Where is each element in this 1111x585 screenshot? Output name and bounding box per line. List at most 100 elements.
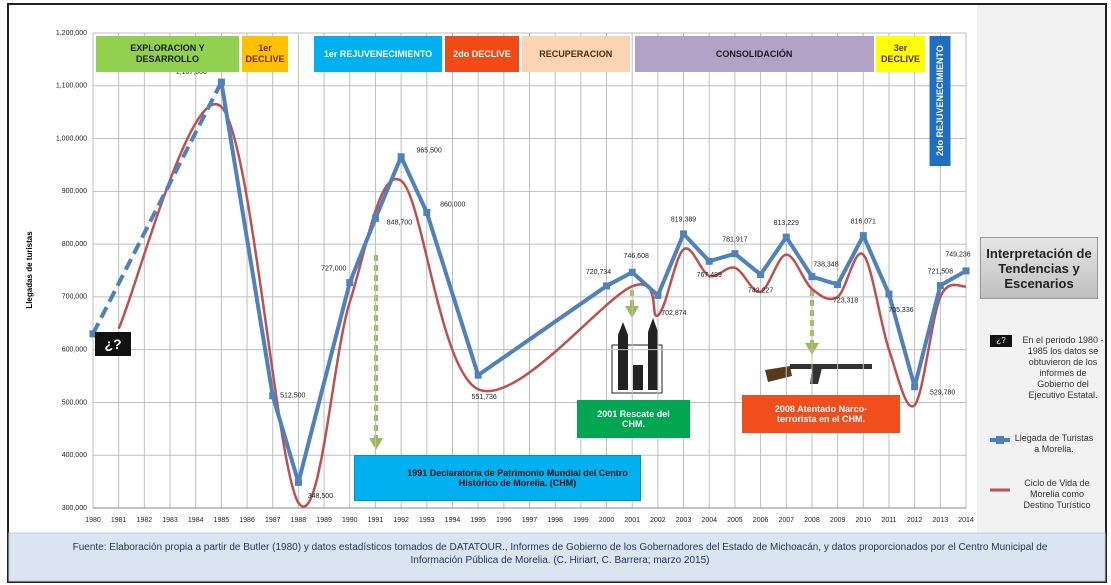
point [423, 209, 430, 216]
point [885, 291, 892, 298]
y-tick-label: 1,000,000 [56, 135, 87, 142]
x-tick-label: 2002 [650, 517, 666, 524]
point [808, 273, 815, 280]
x-tick-label: 1994 [445, 517, 461, 524]
x-tick-label: 1989 [316, 517, 332, 524]
point [731, 250, 738, 257]
x-tick-label: 1992 [393, 517, 409, 524]
value-label: 551,736 [471, 394, 496, 401]
point [346, 279, 353, 286]
value-label: 746,608 [624, 253, 649, 260]
x-tick-label: 2008 [804, 517, 820, 524]
point [834, 281, 841, 288]
x-tick-label: 1993 [419, 517, 435, 524]
phase-label: EXPLORACION Y DESARROLLO [96, 36, 240, 72]
legend-label: Ciclo de Vida de Morelia como Destino Tu… [1014, 478, 1100, 511]
x-tick-label: 1987 [265, 517, 281, 524]
value-label: 848,700 [387, 219, 412, 226]
phase-label: 2do REJUVENECIMIENTO [930, 36, 951, 166]
point [218, 79, 225, 86]
value-label: 813,229 [774, 220, 799, 227]
point [603, 282, 610, 289]
value-label: 819,389 [671, 217, 696, 224]
point [706, 258, 713, 265]
phase-label: 1er DECLIVE [242, 36, 288, 72]
y-tick-label: 500,000 [62, 399, 87, 406]
x-tick-label: 2009 [830, 517, 846, 524]
x-tick-label: 2007 [778, 517, 794, 524]
x-tick-label: 1984 [188, 517, 204, 524]
value-label: 738,348 [813, 261, 838, 268]
y-tick-label: 400,000 [62, 452, 87, 459]
value-label: 348,500 [308, 493, 333, 500]
x-tick-label: 2010 [856, 517, 872, 524]
x-tick-label: 1995 [470, 517, 486, 524]
value-label: 721,508 [928, 268, 953, 275]
y-tick-label: 800,000 [62, 241, 87, 248]
x-tick-label: 1999 [573, 517, 589, 524]
y-tick-label: 300,000 [62, 505, 87, 512]
point [654, 292, 661, 299]
x-tick-label: 1991 [368, 517, 384, 524]
phase-label: 3er DECLIVE [876, 36, 925, 72]
phase-label: 2do DECLIVE [445, 36, 519, 72]
x-tick-label: 1982 [137, 517, 153, 524]
x-tick-label: 2004 [701, 517, 717, 524]
x-tick-label: 2011 [881, 517, 896, 524]
x-tick-label: 1990 [342, 517, 358, 524]
point [963, 267, 970, 274]
x-tick-label: 1986 [239, 517, 255, 524]
point [398, 153, 405, 160]
point [911, 383, 918, 390]
point [860, 232, 867, 239]
value-label: 742,227 [748, 287, 773, 294]
y-tick-label: 1,100,000 [56, 83, 87, 90]
y-tick-label: 900,000 [62, 188, 87, 195]
value-label: 860,000 [440, 201, 465, 208]
y-tick-label: 1,200,000 [56, 30, 87, 37]
x-tick-label: 2001 [624, 517, 640, 524]
annotation-box: 2008 Atentado Narco-terrorista en el CHM… [742, 395, 900, 433]
point [372, 215, 379, 222]
annotation-box: 1991 Declaratoria de Patrimonio Mundial … [354, 455, 641, 501]
x-tick-label: 2005 [727, 517, 743, 524]
point [295, 479, 302, 486]
y-tick-label: 600,000 [62, 347, 87, 354]
value-label: 705,336 [888, 307, 913, 314]
x-tick-label: 1998 [547, 517, 563, 524]
value-label: 749,236 [945, 252, 970, 259]
x-tick-label: 1980 [85, 517, 101, 524]
y-axis-label: Llegadas de turistas [25, 231, 34, 309]
annotation-box: 2001 Rescate del CHM. [577, 400, 690, 438]
point [629, 269, 636, 276]
value-label: 512,500 [280, 393, 305, 400]
x-tick-label: 1996 [496, 517, 512, 524]
x-tick-label: 2013 [933, 517, 949, 524]
x-tick-label: 1988 [291, 517, 307, 524]
period-note: En el periodo 1980 - 1985 los datos se o… [1020, 335, 1106, 401]
page: Llegadas de turistas ¿? 300,000400,00050… [0, 0, 1111, 585]
x-tick-label: 2000 [599, 517, 615, 524]
value-label: 767,489 [697, 272, 722, 279]
x-tick-label: 1981 [111, 517, 127, 524]
point [680, 230, 687, 237]
value-label: 816,071 [851, 218, 876, 225]
x-tick-label: 2012 [907, 517, 923, 524]
point [475, 372, 482, 379]
source-note: Fuente: Elaboración propia a partir de B… [60, 541, 1060, 567]
value-label: 781,917 [722, 236, 747, 243]
point [783, 234, 790, 241]
legend-swatch-marker [996, 436, 1004, 444]
x-tick-label: 1985 [214, 517, 230, 524]
x-tick-label: 2006 [753, 517, 769, 524]
value-label: 529,780 [930, 390, 955, 397]
value-label: 965,500 [416, 148, 441, 155]
value-label: 727,000 [321, 265, 346, 272]
x-tick-label: 1983 [162, 517, 178, 524]
x-tick-label: 1997 [522, 517, 538, 524]
phase-label: 1er REJUVENECIMIENTO [314, 36, 442, 72]
point [269, 392, 276, 399]
point [757, 271, 764, 278]
value-label: 702,874 [661, 310, 686, 317]
x-tick-label: 2014 [958, 517, 974, 524]
